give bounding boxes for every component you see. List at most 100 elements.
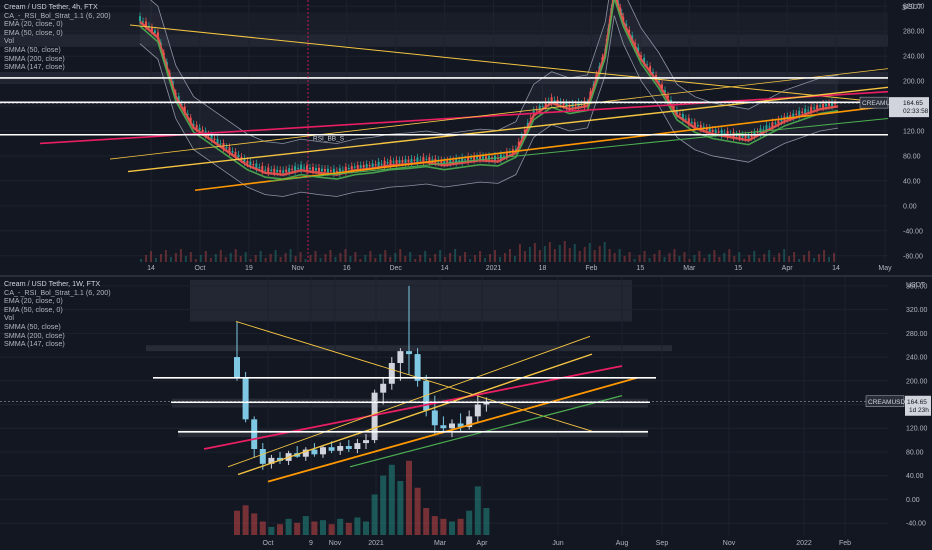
volume-bar xyxy=(269,254,272,262)
candle-body xyxy=(762,129,765,131)
volume-bar xyxy=(598,246,601,262)
x-tick-label: Nov xyxy=(723,540,736,547)
volume-bar xyxy=(314,251,317,262)
price-chart-1w[interactable]: 360.00320.00280.00240.00200.00160.00120.… xyxy=(0,277,932,550)
candle-body xyxy=(568,104,571,108)
candle-body xyxy=(242,377,249,420)
pane-divider[interactable] xyxy=(0,275,932,277)
volume-bar xyxy=(553,249,556,262)
candle-body xyxy=(699,124,702,129)
y-tick-label: 200.00 xyxy=(903,79,925,86)
candle-body xyxy=(747,135,750,139)
indicator-label[interactable]: SMMA (200, close) xyxy=(4,53,65,63)
candle-body xyxy=(332,168,335,174)
y-tick-label: 0.00 xyxy=(906,497,920,504)
volume-bar xyxy=(140,259,142,262)
candle-body xyxy=(723,133,726,135)
candle-body xyxy=(312,166,315,171)
candle-body xyxy=(392,161,395,163)
candle-body xyxy=(428,157,431,163)
candle-body xyxy=(362,164,365,168)
candle-body xyxy=(565,103,568,107)
candle-body xyxy=(309,167,312,170)
indicator-label[interactable]: SMMA (200, close) xyxy=(4,330,65,340)
indicator-label[interactable]: EMA (20, close, 0) xyxy=(4,296,63,306)
candle-body xyxy=(231,151,234,153)
y-tick-label: -40.00 xyxy=(903,228,923,235)
volume-bar xyxy=(573,244,576,262)
volume-bar xyxy=(194,259,197,262)
trendline-descending xyxy=(129,24,889,104)
volume-bar xyxy=(633,259,636,262)
volume-bar xyxy=(284,253,287,262)
indicator-label[interactable]: SMMA (147, close) xyxy=(4,62,65,72)
indicator-label[interactable]: SMMA (147, close) xyxy=(4,339,65,349)
legend-top: Cream / USD Tether, 4h, FTX CA_-_RSI_Bol… xyxy=(4,2,111,72)
candle-body xyxy=(363,440,369,444)
volume-bar xyxy=(643,251,646,262)
candle-body xyxy=(192,124,195,126)
volume-bar xyxy=(828,257,831,262)
candle-body xyxy=(345,446,352,449)
volume-bar xyxy=(394,253,397,262)
price-chart-4h[interactable]: 320.00 280.00 240.00 200.00 16 0.00 120.00 80.0… xyxy=(0,0,932,275)
candle-body xyxy=(726,131,729,137)
volume-bar xyxy=(474,255,477,262)
indicator-label[interactable]: Vol xyxy=(4,36,14,46)
y-tick-label: 200.00 xyxy=(906,378,928,385)
volume-bar xyxy=(424,251,427,262)
y-tick-label-partial: 3 xyxy=(902,5,906,12)
volume-bar xyxy=(753,251,756,262)
candle-body xyxy=(413,159,416,161)
volume-bar xyxy=(244,252,247,262)
candle-body xyxy=(195,124,198,129)
volume-bar xyxy=(823,250,826,262)
indicator-label[interactable]: EMA (50, close, 0) xyxy=(4,27,63,37)
volume-bar xyxy=(285,518,292,535)
indicator-label[interactable]: EMA (50, close, 0) xyxy=(4,304,63,314)
volume-bar xyxy=(337,518,344,535)
candle-body xyxy=(816,105,819,109)
candle-body xyxy=(529,117,532,120)
candle-body xyxy=(389,159,392,165)
candle-body xyxy=(425,159,428,161)
candle-body xyxy=(303,167,306,169)
candle-body xyxy=(744,135,747,138)
candle-body xyxy=(234,152,237,156)
chart-pane-4h[interactable]: Cream / USD Tether, 4h, FTX CA_-_RSI_Bol… xyxy=(0,0,932,275)
candle-body xyxy=(714,129,717,134)
indicator-label[interactable]: Vol xyxy=(4,313,14,323)
candle-body xyxy=(756,131,759,134)
indicator-label[interactable]: SMMA (50, close) xyxy=(4,321,61,331)
x-tick-label: Aug xyxy=(616,540,629,547)
candle-body xyxy=(825,103,828,107)
indicator-label[interactable]: SMMA (50, close) xyxy=(4,44,61,54)
volume-bar xyxy=(164,250,167,262)
candle-body xyxy=(216,138,219,144)
candle-body xyxy=(474,404,481,417)
chart-pane-1w[interactable]: Cream / USD Tether, 1W, FTX CA_-_RSI_Bol… xyxy=(0,277,932,550)
candle-body xyxy=(792,113,795,118)
indicator-label[interactable]: EMA (20, close, 0) xyxy=(4,19,63,29)
volume-bar xyxy=(678,256,681,262)
volume-bar xyxy=(663,257,666,262)
indicator-label[interactable]: CA_-_RSI_Bol_Strat_1.1 (6, 200) xyxy=(4,287,111,297)
volume-bar xyxy=(423,508,430,535)
volume-bar xyxy=(320,520,326,535)
candle-body xyxy=(771,122,774,128)
volume-bar xyxy=(251,513,258,535)
y-tick-label: -80.00 xyxy=(903,253,923,260)
symbol-tag: CREAMUSDT xyxy=(868,399,909,406)
price-zone xyxy=(178,429,648,438)
candle-body xyxy=(663,90,666,93)
volume-bar xyxy=(668,253,671,262)
y-axis-currency: USDT xyxy=(903,4,923,11)
volume-bar xyxy=(464,252,467,262)
candle-body xyxy=(696,125,699,127)
indicator-label[interactable]: CA_-_RSI_Bol_Strat_1.1 (6, 200) xyxy=(4,10,111,20)
candle-body xyxy=(291,168,294,170)
candle-body xyxy=(210,135,213,140)
candle-body xyxy=(479,155,482,160)
trendline-descending xyxy=(235,321,593,432)
x-tick-label: Apr xyxy=(782,265,794,272)
